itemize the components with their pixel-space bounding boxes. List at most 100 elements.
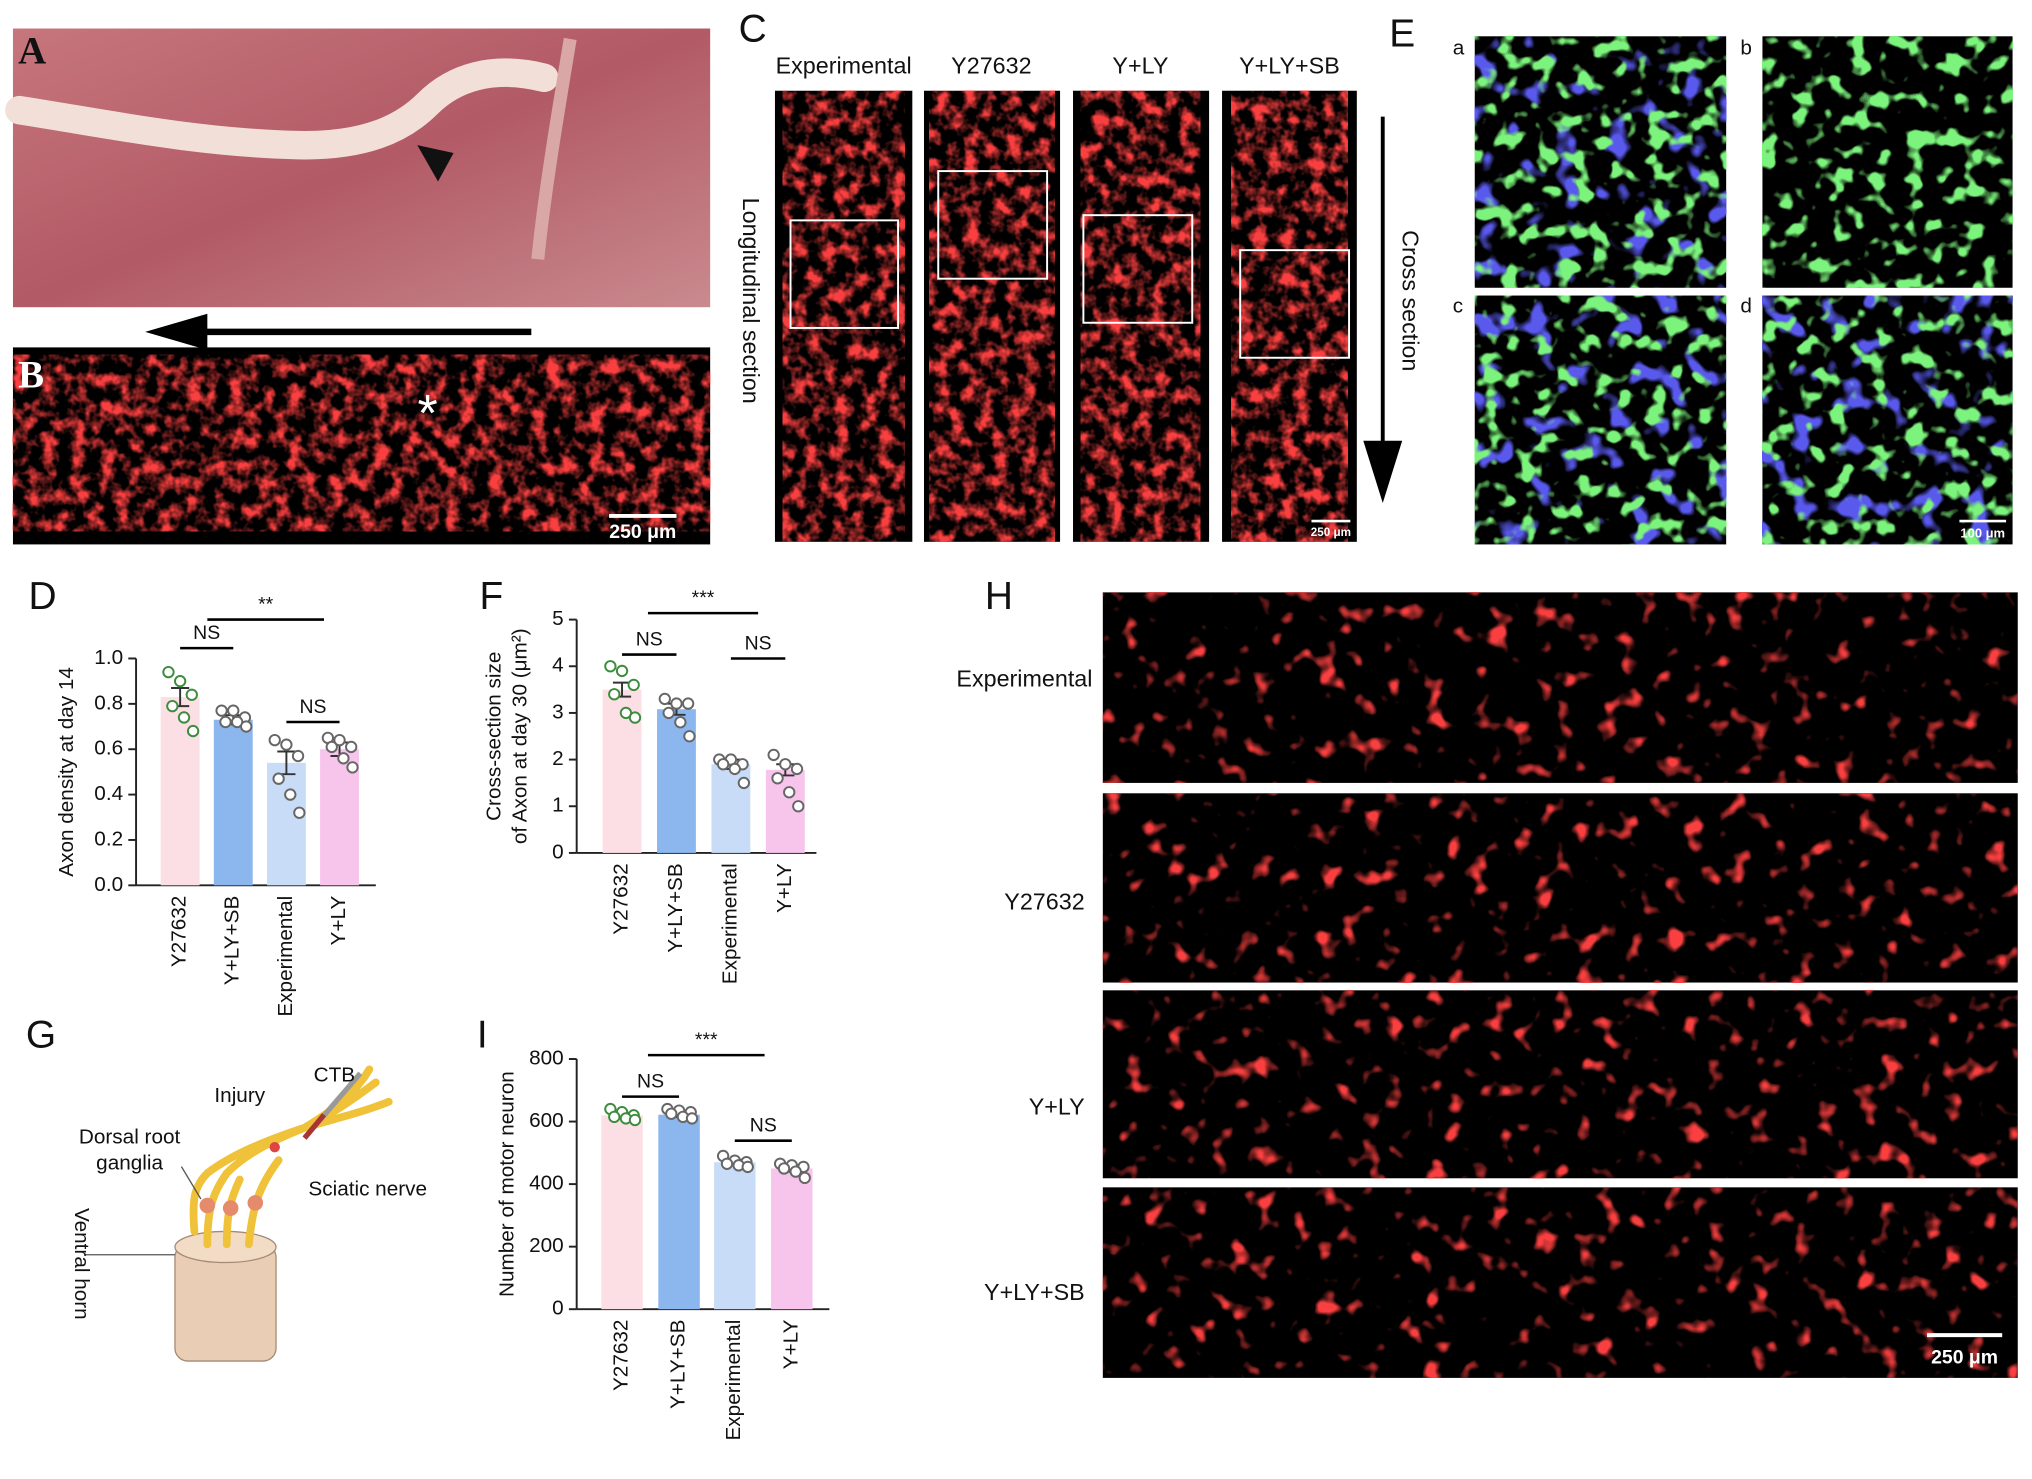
h-images	[1102, 592, 2018, 1378]
x-tick-label: Experimental	[718, 863, 741, 984]
x-tick-label: Y27632	[610, 1320, 633, 1391]
data-point	[215, 704, 228, 717]
e-images	[1474, 36, 2013, 545]
row-label: Y+LY	[1029, 1093, 1085, 1119]
column-title: Y+LY	[1112, 53, 1168, 79]
bar	[714, 1162, 756, 1310]
diagram-label: Injury	[214, 1084, 265, 1107]
panel-letter: H	[985, 575, 1013, 618]
x-tick-label: Y+LY	[779, 1319, 802, 1369]
column-title: Y27632	[951, 53, 1031, 79]
diagram-label: Dorsal root	[79, 1126, 181, 1149]
row-label: Experimental	[956, 666, 1092, 692]
y-axis-label: Axon density at day 14	[55, 667, 78, 877]
diagram	[84, 1065, 393, 1362]
data-point	[728, 762, 741, 776]
y-axis-label: Cross-section size	[483, 652, 506, 821]
roi-box	[1239, 249, 1351, 359]
significance-label: NS	[745, 632, 772, 654]
panel-letter: B	[18, 353, 44, 396]
neurons	[1102, 1187, 2018, 1378]
nerve	[5, 58, 559, 160]
bar	[601, 1115, 643, 1310]
roi-box	[789, 219, 900, 329]
y-tick-label: 200	[529, 1234, 564, 1257]
data-point	[685, 1112, 699, 1125]
syringe-tip	[302, 1113, 326, 1140]
panel-letter: A	[18, 29, 46, 72]
photo-a	[12, 28, 711, 308]
data-point	[280, 738, 293, 751]
data-point	[628, 1113, 642, 1127]
significance-label: ***	[695, 1029, 718, 1051]
data-point	[162, 665, 175, 679]
y-tick-label: 4	[552, 654, 564, 677]
vessel	[531, 37, 577, 260]
side-label: Cross section	[1398, 230, 1424, 371]
data-point	[798, 1171, 811, 1185]
data-point	[166, 699, 179, 713]
ganglion	[199, 1197, 216, 1214]
data-point	[219, 715, 232, 729]
significance-label: NS	[193, 622, 220, 644]
row-label: Y27632	[1004, 889, 1084, 915]
column-title: Y+LY+SB	[1239, 53, 1340, 79]
significance-label: NS	[299, 696, 326, 718]
x-tick-label: Y+LY+SB	[221, 896, 244, 985]
data-point	[789, 1165, 802, 1178]
data-point	[227, 704, 240, 717]
axons	[1474, 295, 1727, 545]
data-point	[627, 678, 640, 692]
leader-line	[180, 1166, 202, 1200]
c-images	[774, 90, 1357, 542]
y-tick-label: 800	[529, 1046, 564, 1069]
ganglion	[247, 1195, 264, 1211]
significance-label: ***	[692, 587, 715, 609]
panel-letter: C	[739, 7, 767, 50]
axons	[1474, 36, 1727, 288]
neurons	[1102, 592, 2018, 783]
data-point	[345, 740, 358, 754]
x-tick-label: Y+LY+SB	[664, 863, 687, 952]
injury-site	[269, 1141, 280, 1153]
y-tick-label: 0.2	[94, 827, 123, 850]
bar	[771, 1168, 813, 1310]
y-axis-label: Number of motor neuron	[495, 1071, 518, 1297]
x-tick-label: Y+LY	[773, 863, 796, 913]
data-point	[268, 733, 281, 747]
sub-label: b	[1740, 37, 1752, 60]
data-point	[604, 660, 617, 673]
y-tick-label: 1	[552, 794, 564, 817]
axons	[1762, 36, 2013, 288]
data-point	[790, 762, 804, 776]
sub-label: c	[1453, 295, 1463, 318]
data-point	[608, 1110, 621, 1124]
x-tick-label: Y+LY	[327, 896, 350, 946]
data-point	[185, 688, 198, 701]
scale-label: 250 μm	[1311, 526, 1351, 539]
data-point	[173, 675, 187, 688]
x-tick-label: Y27632	[168, 896, 191, 967]
data-point	[658, 692, 671, 706]
column-title: Experimental	[776, 53, 912, 79]
direction-arrowhead	[145, 313, 208, 350]
data-point	[720, 1157, 734, 1170]
data-point	[291, 749, 305, 763]
y-tick-label: 5	[552, 607, 564, 630]
bar	[266, 762, 306, 886]
x-tick-label: Y27632	[610, 863, 633, 934]
data-point	[771, 772, 784, 785]
roi-box	[1082, 214, 1194, 324]
significance-label: NS	[750, 1115, 777, 1137]
x-tick-label: Experimental	[274, 896, 297, 1017]
panel-letter: I	[477, 1013, 488, 1056]
y-tick-label: 0.8	[94, 691, 123, 714]
fluorescence	[929, 90, 1055, 542]
bar	[658, 1114, 700, 1310]
data-point	[665, 1107, 678, 1120]
charts: D 0.0 0.2 0.4 0.6 0.8 1.0 Axon density at day 1…	[29, 575, 830, 1441]
data-point	[683, 730, 696, 743]
y-tick-label: 400	[529, 1172, 564, 1195]
diagram-label: Ventral horn	[70, 1208, 93, 1320]
